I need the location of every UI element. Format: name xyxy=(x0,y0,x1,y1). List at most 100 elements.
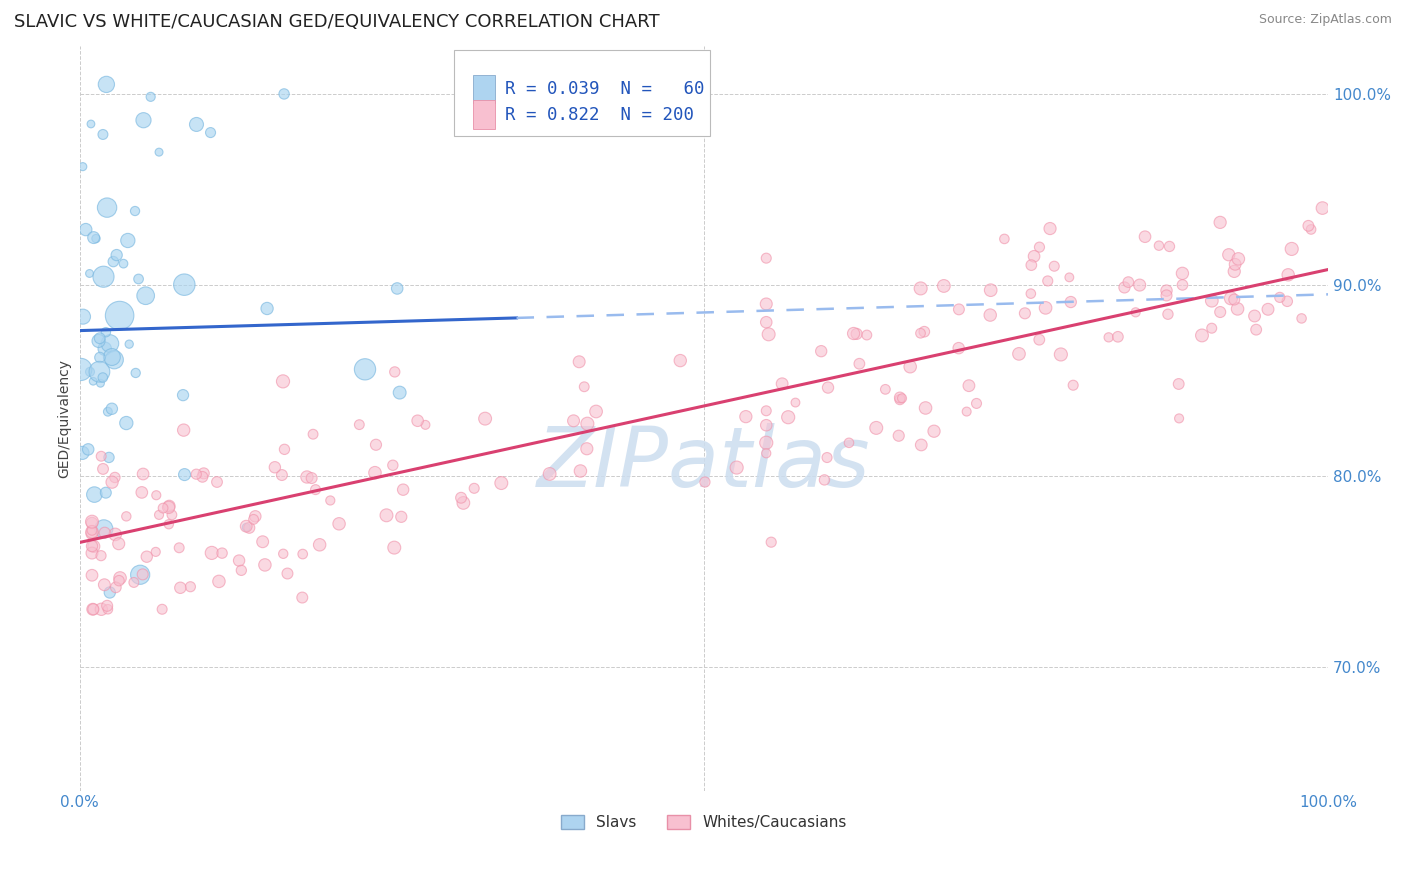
Point xyxy=(922,424,945,438)
Point xyxy=(256,301,278,316)
Text: Source: ZipAtlas.com: Source: ZipAtlas.com xyxy=(1258,13,1392,27)
Point xyxy=(474,411,496,425)
Point xyxy=(758,327,780,342)
Point xyxy=(1050,347,1073,361)
Point xyxy=(1098,330,1121,344)
Point xyxy=(1312,201,1334,215)
Point xyxy=(815,450,838,465)
Point xyxy=(80,546,103,560)
Point xyxy=(1157,307,1180,321)
Point xyxy=(118,337,141,351)
Point xyxy=(848,357,870,371)
Point xyxy=(770,376,793,391)
Point xyxy=(132,567,155,582)
Point xyxy=(173,467,195,482)
Point xyxy=(108,309,131,323)
Point xyxy=(319,493,342,508)
Point xyxy=(80,524,103,538)
Point xyxy=(375,508,398,523)
Point xyxy=(160,508,183,522)
Point xyxy=(91,370,114,384)
Point xyxy=(167,541,190,555)
Point xyxy=(1125,305,1147,319)
Point xyxy=(148,145,170,160)
Point xyxy=(157,517,180,532)
Point xyxy=(82,602,104,616)
Bar xyxy=(472,101,495,128)
Point xyxy=(887,428,910,442)
Point xyxy=(104,527,127,541)
Point xyxy=(129,567,152,582)
Point xyxy=(364,438,387,452)
Point xyxy=(993,232,1015,246)
Point xyxy=(271,547,294,561)
Point xyxy=(1209,305,1232,319)
Point xyxy=(761,535,783,549)
Point xyxy=(1147,238,1170,252)
Point xyxy=(1062,378,1084,392)
Point xyxy=(755,404,778,418)
Point xyxy=(97,405,120,419)
Point xyxy=(271,468,294,483)
Text: R = 0.822  N = 200: R = 0.822 N = 200 xyxy=(505,105,695,124)
Point xyxy=(201,546,224,560)
Point xyxy=(211,546,233,560)
Point xyxy=(252,534,274,549)
Point xyxy=(80,515,103,529)
Point xyxy=(93,269,115,284)
Point xyxy=(145,488,167,502)
Point xyxy=(304,483,326,497)
Point xyxy=(72,446,94,460)
Point xyxy=(172,388,194,402)
Point xyxy=(875,382,897,396)
Point xyxy=(574,380,596,394)
Point xyxy=(72,310,94,324)
Point xyxy=(135,549,157,564)
Point xyxy=(1226,301,1249,316)
Point xyxy=(932,279,955,293)
Point xyxy=(910,281,932,295)
Point xyxy=(1028,333,1050,347)
Point xyxy=(354,362,377,376)
Point xyxy=(135,289,157,303)
Point xyxy=(94,485,117,500)
Point xyxy=(122,575,145,590)
Point xyxy=(1171,277,1194,292)
Point xyxy=(80,568,103,582)
Point xyxy=(93,522,115,536)
Point xyxy=(910,438,932,452)
Point xyxy=(1019,286,1042,301)
Legend: Slavs, Whites/Caucasians: Slavs, Whites/Caucasians xyxy=(555,809,852,837)
Point xyxy=(132,113,155,128)
Point xyxy=(302,427,325,442)
Point xyxy=(245,509,267,524)
Point xyxy=(186,118,208,132)
Point xyxy=(1201,321,1223,335)
Point xyxy=(107,537,129,551)
Point xyxy=(87,334,110,348)
Text: SLAVIC VS WHITE/CAUCASIAN GED/EQUIVALENCY CORRELATION CHART: SLAVIC VS WHITE/CAUCASIAN GED/EQUIVALENC… xyxy=(14,13,659,31)
Point xyxy=(1218,248,1240,262)
Point xyxy=(349,417,371,432)
Point xyxy=(104,470,127,484)
Point xyxy=(957,378,980,392)
Point xyxy=(1243,309,1265,323)
Point xyxy=(381,458,404,473)
Point xyxy=(948,302,970,317)
Point xyxy=(1281,242,1303,256)
Point xyxy=(966,396,988,410)
Point xyxy=(291,591,314,605)
Point xyxy=(89,365,111,379)
Point xyxy=(228,553,250,567)
Point xyxy=(273,87,295,101)
Point xyxy=(1036,274,1059,288)
Point xyxy=(96,599,118,613)
Point xyxy=(813,473,835,487)
Point xyxy=(1299,222,1322,236)
Point xyxy=(80,539,103,553)
Point xyxy=(90,449,112,463)
Point xyxy=(173,277,195,292)
Point xyxy=(755,418,778,433)
Point xyxy=(382,541,405,555)
Point xyxy=(1043,259,1066,273)
